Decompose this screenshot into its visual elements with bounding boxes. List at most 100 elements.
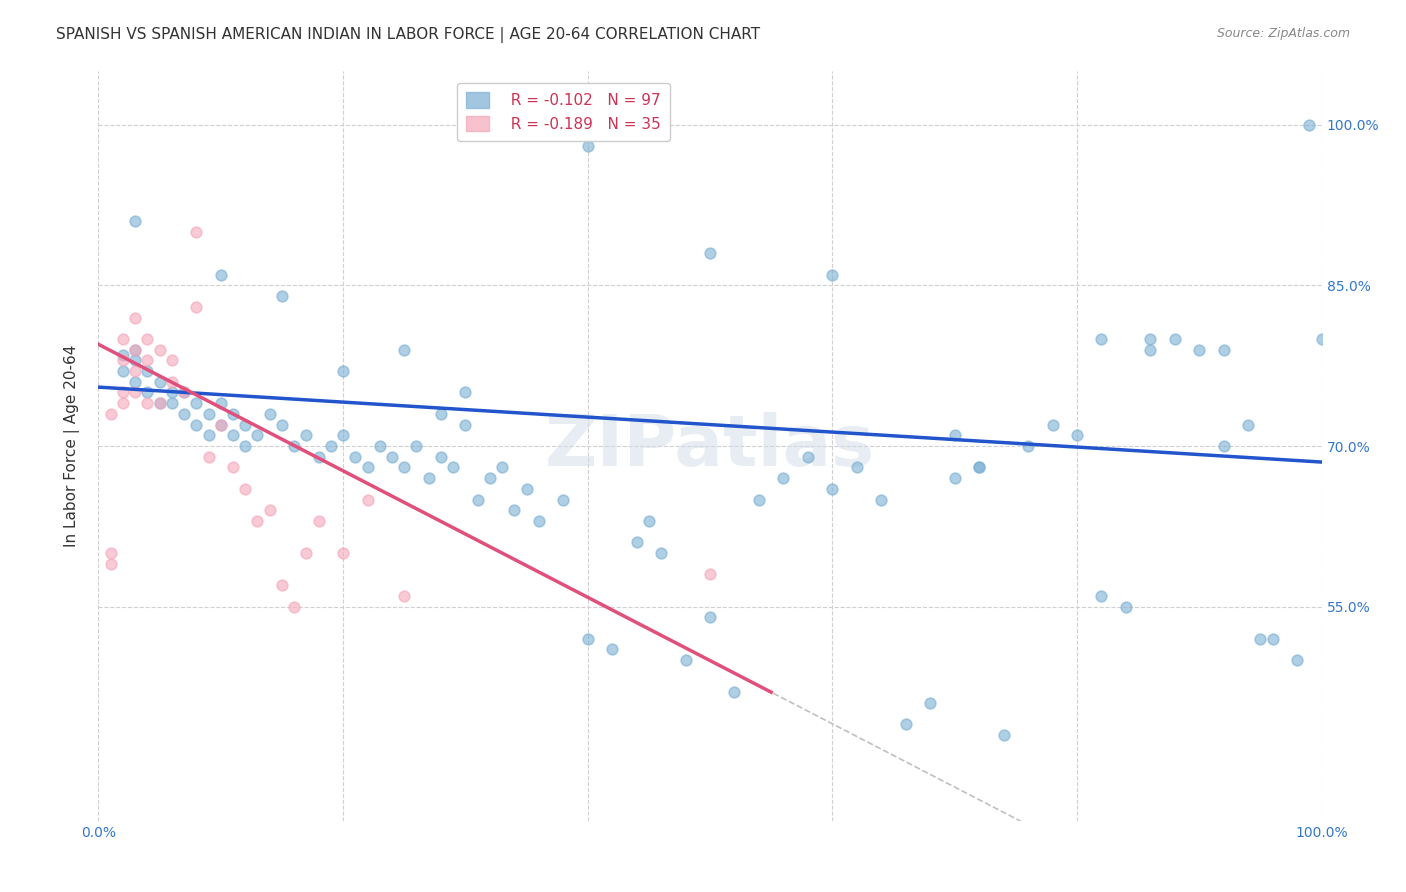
Spanish xyxy=(246,428,269,442)
Spanish xyxy=(821,268,844,282)
Spanish xyxy=(392,343,416,357)
Spanish xyxy=(626,535,648,549)
Spanish xyxy=(723,685,745,699)
Spanish xyxy=(675,653,697,667)
Spanish xyxy=(503,503,526,517)
Spanish xyxy=(332,364,354,378)
Spanish xyxy=(124,375,146,389)
Spanish xyxy=(233,439,256,453)
Spanish xyxy=(1212,439,1234,453)
Spanish xyxy=(186,417,208,432)
Spanish American Indians xyxy=(149,396,172,410)
Spanish xyxy=(418,471,440,485)
Spanish xyxy=(1164,332,1187,346)
Spanish xyxy=(111,348,134,362)
Legend:   R = -0.102   N = 97,   R = -0.189   N = 35: R = -0.102 N = 97, R = -0.189 N = 35 xyxy=(457,83,669,141)
Spanish xyxy=(173,385,195,400)
Spanish xyxy=(197,428,219,442)
Spanish xyxy=(186,396,208,410)
Spanish xyxy=(332,428,354,442)
Spanish American Indians xyxy=(392,589,416,603)
Spanish xyxy=(772,471,794,485)
Spanish American Indians xyxy=(332,546,354,560)
Spanish American Indians xyxy=(124,310,146,325)
Spanish xyxy=(356,460,378,475)
Spanish xyxy=(1286,653,1309,667)
Spanish xyxy=(467,492,489,507)
Spanish xyxy=(270,417,294,432)
Spanish American Indians xyxy=(111,385,134,400)
Spanish xyxy=(136,364,159,378)
Spanish xyxy=(821,482,844,496)
Spanish xyxy=(233,417,256,432)
Text: Source: ZipAtlas.com: Source: ZipAtlas.com xyxy=(1216,27,1350,40)
Spanish xyxy=(576,632,599,646)
Spanish American Indians xyxy=(111,396,134,410)
Spanish xyxy=(1188,343,1211,357)
Text: SPANISH VS SPANISH AMERICAN INDIAN IN LABOR FORCE | AGE 20-64 CORRELATION CHART: SPANISH VS SPANISH AMERICAN INDIAN IN LA… xyxy=(56,27,761,43)
Spanish American Indians xyxy=(246,514,269,528)
Spanish American Indians xyxy=(270,578,294,592)
Spanish xyxy=(1066,428,1088,442)
Spanish xyxy=(295,428,318,442)
Spanish American Indians xyxy=(699,567,721,582)
Spanish xyxy=(1017,439,1039,453)
Spanish xyxy=(209,396,232,410)
Spanish xyxy=(1139,332,1161,346)
Spanish xyxy=(259,407,281,421)
Spanish xyxy=(454,417,477,432)
Spanish American Indians xyxy=(308,514,330,528)
Spanish American Indians xyxy=(111,353,134,368)
Spanish American Indians xyxy=(149,343,172,357)
Spanish xyxy=(920,696,942,710)
Spanish xyxy=(1115,599,1137,614)
Spanish xyxy=(845,460,868,475)
Spanish xyxy=(943,471,966,485)
Spanish xyxy=(270,289,294,303)
Spanish xyxy=(209,417,232,432)
Spanish American Indians xyxy=(124,385,146,400)
Spanish xyxy=(405,439,427,453)
Spanish xyxy=(1261,632,1284,646)
Spanish American Indians xyxy=(222,460,245,475)
Spanish xyxy=(222,407,245,421)
Spanish American Indians xyxy=(160,375,183,389)
Spanish xyxy=(894,717,917,731)
Spanish American Indians xyxy=(283,599,305,614)
Spanish xyxy=(124,353,146,368)
Spanish xyxy=(1298,118,1320,132)
Spanish American Indians xyxy=(100,546,122,560)
Spanish xyxy=(392,460,416,475)
Spanish xyxy=(748,492,770,507)
Spanish xyxy=(344,450,367,464)
Spanish xyxy=(149,396,172,410)
Text: ZIPatlas: ZIPatlas xyxy=(546,411,875,481)
Spanish xyxy=(699,246,721,260)
Spanish xyxy=(600,642,623,657)
Spanish American Indians xyxy=(100,557,122,571)
Spanish xyxy=(1090,589,1112,603)
Spanish xyxy=(478,471,501,485)
Spanish xyxy=(209,268,232,282)
Spanish xyxy=(441,460,464,475)
Y-axis label: In Labor Force | Age 20-64: In Labor Force | Age 20-64 xyxy=(63,345,80,547)
Spanish American Indians xyxy=(124,343,146,357)
Spanish American Indians xyxy=(136,396,159,410)
Spanish xyxy=(993,728,1015,742)
Spanish xyxy=(1212,343,1234,357)
Spanish xyxy=(1249,632,1271,646)
Spanish xyxy=(967,460,990,475)
Spanish xyxy=(368,439,391,453)
Spanish American Indians xyxy=(136,353,159,368)
Spanish xyxy=(308,450,330,464)
Spanish American Indians xyxy=(160,353,183,368)
Spanish xyxy=(124,214,146,228)
Spanish xyxy=(136,385,159,400)
Spanish xyxy=(527,514,550,528)
Spanish xyxy=(149,375,172,389)
Spanish xyxy=(967,460,990,475)
Spanish xyxy=(197,407,219,421)
Spanish American Indians xyxy=(186,225,208,239)
Spanish American Indians xyxy=(295,546,318,560)
Spanish xyxy=(576,139,599,153)
